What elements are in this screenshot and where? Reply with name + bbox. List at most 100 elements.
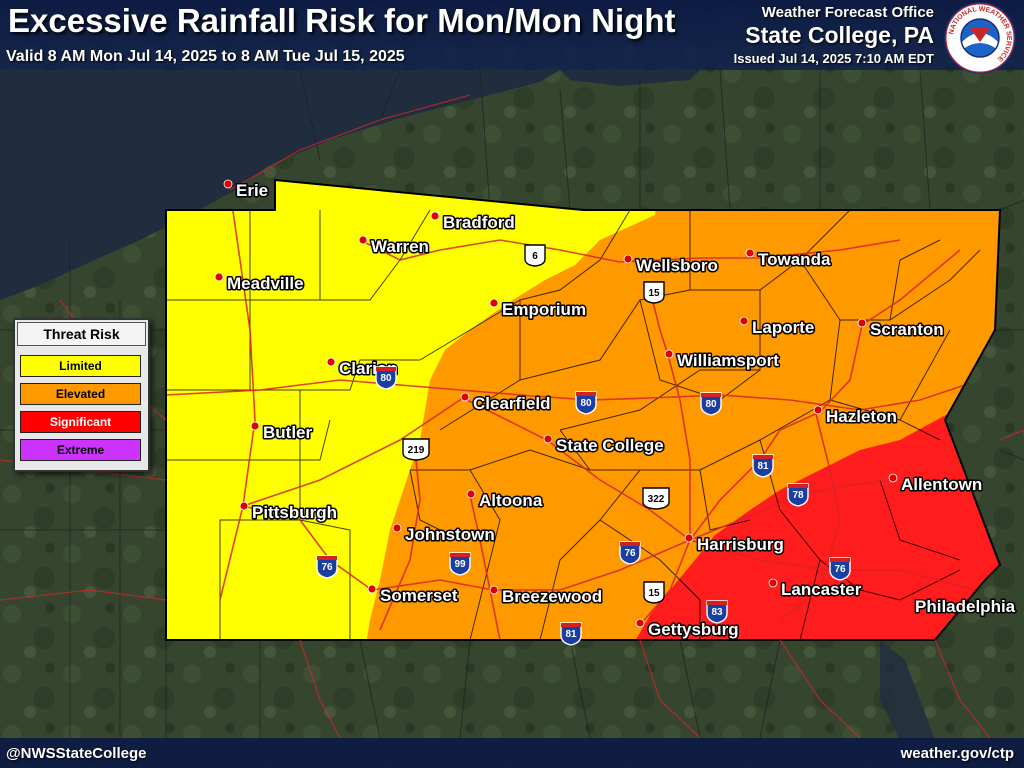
highway-number: 81 <box>565 629 577 640</box>
city-allentown: Allentown <box>888 473 984 496</box>
highway-number: 78 <box>792 490 804 501</box>
city-marker <box>543 434 553 444</box>
city-marker <box>857 318 867 328</box>
city-marker <box>745 248 755 258</box>
interstate-80-shield-icon: 80 <box>700 392 722 416</box>
city-marker <box>239 501 249 511</box>
city-marker <box>489 585 499 595</box>
highway-number: 219 <box>408 445 425 456</box>
city-label: Johnstown <box>405 525 495 544</box>
city-marker <box>392 523 402 533</box>
us-route-15-shield-icon: 15 <box>643 581 665 604</box>
city-marker <box>326 357 336 367</box>
highway-number: 76 <box>834 564 846 575</box>
city-laporte: Laporte <box>739 316 816 339</box>
city-marker <box>813 405 823 415</box>
city-label: Butler <box>263 423 313 442</box>
city-label: Philadelphia <box>915 597 1016 616</box>
city-label: Wellsboro <box>636 256 718 275</box>
highway-number: 81 <box>757 461 769 472</box>
city-gettysburg: Gettysburg <box>635 618 740 641</box>
city-label: Warren <box>371 237 429 256</box>
city-harrisburg: Harrisburg <box>684 534 785 556</box>
interstate-99-shield-icon: 99 <box>449 552 471 576</box>
city-marker <box>489 298 499 308</box>
city-hazleton: Hazleton <box>813 405 898 428</box>
highway-number: 83 <box>711 607 723 618</box>
city-williamsport: Williamsport <box>664 349 781 372</box>
interstate-80-shield-icon: 80 <box>575 391 597 415</box>
city-label: Towanda <box>758 250 831 269</box>
interstate-76-shield-icon: 76 <box>316 555 338 579</box>
city-label: Breezewood <box>502 587 602 606</box>
highway-number: 322 <box>648 494 665 505</box>
legend-item-limited: Limited <box>20 355 141 377</box>
city-marker <box>460 392 470 402</box>
city-erie: Erie <box>223 179 270 202</box>
city-somerset: Somerset <box>367 585 459 607</box>
highway-number: 15 <box>648 288 660 299</box>
interstate-76-shield-icon: 76 <box>619 541 641 565</box>
city-towanda: Towanda <box>745 248 832 271</box>
lake-ontario <box>560 70 700 86</box>
interstate-80-shield-icon: 80 <box>375 366 397 390</box>
issued-time: Issued Jul 14, 2025 7:10 AM EDT <box>733 51 934 66</box>
highway-number: 6 <box>532 251 538 262</box>
city-philadelphia: Philadelphia <box>914 596 1018 618</box>
city-label: Erie <box>236 181 268 200</box>
city-label: Hazleton <box>826 407 897 426</box>
city-marker <box>623 254 633 264</box>
lake-erie <box>0 70 560 300</box>
interstate-78-shield-icon: 78 <box>787 483 809 507</box>
city-marker <box>664 349 674 359</box>
legend-title: Threat Risk <box>17 322 146 346</box>
city-marker <box>888 473 898 483</box>
city-label: Harrisburg <box>697 535 784 554</box>
threat-risk-legend: Threat Risk Limited Elevated Significant… <box>13 318 150 472</box>
city-label: Gettysburg <box>648 620 739 639</box>
city-meadville: Meadville <box>214 272 305 295</box>
city-marker <box>635 618 645 628</box>
office-location: State College, PA <box>745 22 934 48</box>
significant-risk-area <box>630 400 1000 640</box>
city-pittsburgh: Pittsburgh <box>239 501 339 524</box>
highway-number: 99 <box>454 559 466 570</box>
valid-period: Valid 8 AM Mon Jul 14, 2025 to 8 AM Tue … <box>6 48 405 65</box>
city-breezewood: Breezewood <box>489 585 604 608</box>
city-label: Clearfield <box>473 394 550 413</box>
highway-number: 80 <box>705 399 717 410</box>
highway-number: 15 <box>648 588 660 599</box>
city-marker <box>739 316 749 326</box>
city-marker <box>223 179 233 189</box>
delaware-bay <box>880 640 935 740</box>
city-clearfield: Clearfield <box>460 392 552 415</box>
city-label: Allentown <box>901 475 982 494</box>
limited-risk-area <box>166 180 660 640</box>
social-handle: @NWSStateCollege <box>6 745 147 762</box>
city-marker <box>250 421 260 431</box>
interstate-83-shield-icon: 83 <box>706 600 728 624</box>
us-route-15-shield-icon: 15 <box>643 281 665 304</box>
cities-layer: Erie Bradford Warren Meadville Wellsboro Towa… <box>214 179 1018 641</box>
city-label: Lancaster <box>781 580 862 599</box>
city-label: State College <box>556 436 664 455</box>
us-route-219-shield-icon: 219 <box>402 438 430 461</box>
city-marker <box>430 211 440 221</box>
website-link[interactable]: weather.gov/ctp <box>900 745 1014 762</box>
page-title: Excessive Rainfall Risk for Mon/Mon Nigh… <box>8 2 676 39</box>
us-route-6-shield-icon: 6 <box>524 244 546 267</box>
legend-item-extreme: Extreme <box>20 439 141 461</box>
city-state-college: State College <box>543 434 665 457</box>
header-bar: Excessive Rainfall Risk for Mon/Mon Nigh… <box>0 0 1024 74</box>
highway-shields-layer: 6 15 80 80 80 219 81 78 322 76 76 76 99 15 83 81 <box>316 244 851 646</box>
office-name: Weather Forecast Office <box>761 4 934 21</box>
city-marker <box>214 272 224 282</box>
interstate-76-shield-icon: 76 <box>829 557 851 581</box>
city-scranton: Scranton <box>857 318 945 341</box>
city-altoona: Altoona <box>466 490 544 512</box>
interstate-81-shield-icon: 81 <box>560 622 582 646</box>
legend-item-significant: Significant <box>20 411 141 433</box>
city-johnstown: Johnstown <box>392 523 496 546</box>
city-bradford: Bradford <box>430 211 516 234</box>
city-warren: Warren <box>358 236 430 258</box>
